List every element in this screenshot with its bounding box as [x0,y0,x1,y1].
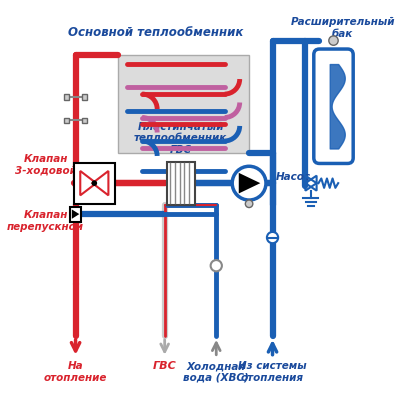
Circle shape [211,260,222,271]
Polygon shape [92,171,108,195]
Text: Холодная
вода (ХВС): Холодная вода (ХВС) [183,361,249,383]
Polygon shape [72,210,79,219]
Polygon shape [239,173,260,194]
Text: ГВС: ГВС [153,361,176,371]
Text: Насос: Насос [275,172,310,182]
Bar [166,162,195,205]
Circle shape [92,180,97,186]
Text: Пластинчатый
теплообменник
ГВС: Пластинчатый теплообменник ГВС [134,122,227,155]
Bar [82,118,87,123]
Text: Клапан
перепускной: Клапан перепускной [7,210,84,232]
Bar [64,94,69,100]
Text: Из системы
отопления: Из системы отопления [238,361,307,383]
FancyBboxPatch shape [314,49,353,164]
Text: Клапан
3-ходовой: Клапан 3-ходовой [15,154,76,175]
Text: Расширительный
бак: Расширительный бак [291,17,395,39]
Circle shape [267,232,278,243]
Circle shape [232,166,266,200]
Bar [70,207,81,222]
Bar [74,162,115,204]
Text: На
отопление: На отопление [44,361,107,383]
Text: Основной теплообменник: Основной теплообменник [68,26,243,39]
Bar [82,94,87,100]
Bar [64,118,69,123]
Circle shape [329,36,338,45]
Polygon shape [80,171,96,195]
Circle shape [245,200,253,208]
Bar [118,55,249,153]
